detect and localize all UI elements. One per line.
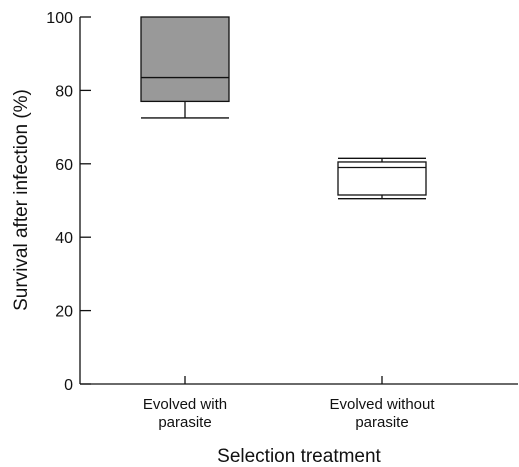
y-tick-label: 60 [55,157,73,174]
y-tick-label: 0 [64,377,73,394]
y-tick-label: 100 [46,10,73,27]
y-tick-label: 40 [55,230,73,247]
y-axis: 0 20 40 60 80 100 [46,10,91,394]
box-group [140,16,230,119]
x-tick-label: parasite [158,414,211,431]
x-tick-label: parasite [355,414,408,431]
y-tick-label: 20 [55,304,73,321]
y-axis-title: Survival after infection (%) [11,89,32,311]
box-group [337,157,427,200]
y-tick-label: 80 [55,83,73,100]
boxes [140,16,427,200]
x-axis-title: Selection treatment [217,446,381,467]
x-tick-label: Evolved with [143,396,227,413]
x-tick-label: Evolved without [329,396,435,413]
box [140,16,230,103]
